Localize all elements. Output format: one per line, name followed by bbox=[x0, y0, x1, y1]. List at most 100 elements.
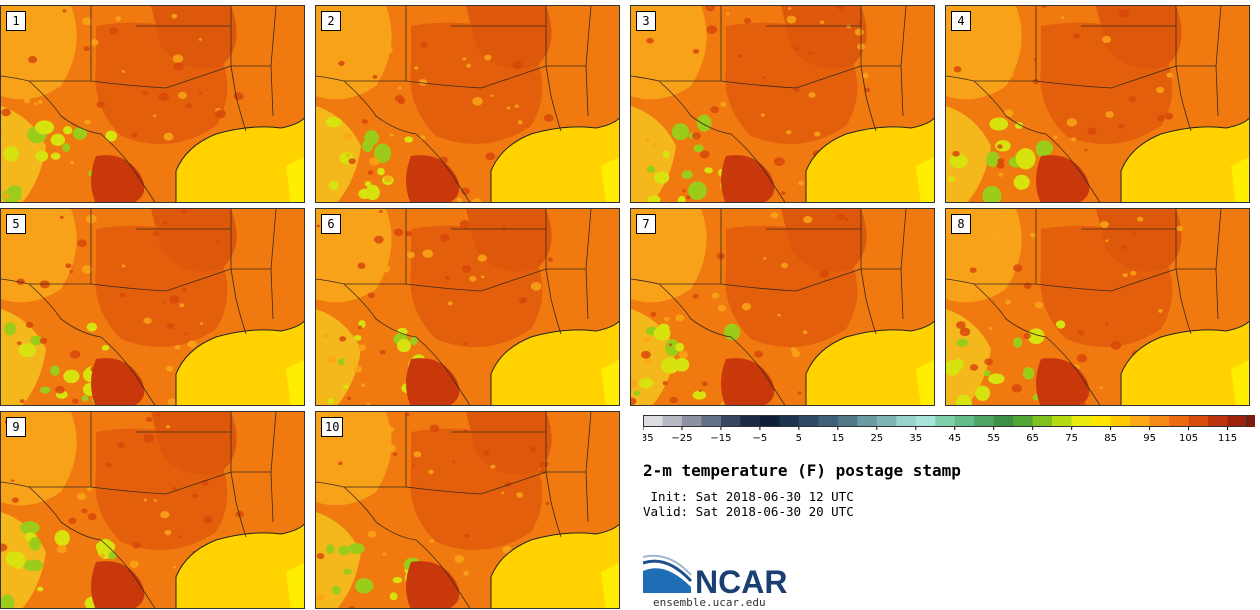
terrain-cell bbox=[35, 120, 54, 135]
colorbar-bin bbox=[1130, 415, 1150, 427]
speckle bbox=[998, 172, 1004, 177]
colorbar-bin bbox=[1149, 415, 1170, 427]
terrain-cell bbox=[11, 552, 26, 569]
country-border bbox=[1, 278, 30, 285]
speckle bbox=[967, 238, 974, 244]
speckle bbox=[997, 158, 1005, 164]
speckle bbox=[422, 249, 434, 258]
speckle bbox=[699, 150, 710, 159]
colorbar-tick-label: 115 bbox=[1218, 433, 1237, 444]
speckle bbox=[386, 444, 396, 453]
member-map-5: 5 bbox=[0, 208, 305, 406]
speckle bbox=[1013, 264, 1023, 272]
country-border bbox=[631, 75, 660, 82]
terrain-cell bbox=[81, 394, 89, 402]
state-border bbox=[270, 268, 274, 320]
speckle bbox=[795, 46, 800, 51]
speckle bbox=[439, 233, 450, 242]
hot-region bbox=[466, 209, 552, 272]
speckle bbox=[968, 41, 979, 49]
speckle bbox=[762, 76, 766, 79]
gulf-water bbox=[1121, 321, 1249, 405]
speckle bbox=[338, 60, 345, 66]
speckle bbox=[339, 336, 347, 342]
speckle bbox=[663, 316, 670, 322]
state-border bbox=[900, 65, 904, 117]
speckle bbox=[132, 542, 141, 549]
state-border bbox=[90, 65, 232, 89]
terrain-cell bbox=[377, 167, 385, 176]
coastline bbox=[1120, 117, 1249, 202]
speckle bbox=[327, 41, 331, 45]
hot-spot bbox=[406, 358, 460, 405]
coastline bbox=[490, 523, 619, 608]
speckle bbox=[16, 341, 22, 345]
speckle bbox=[1166, 72, 1173, 78]
speckle bbox=[773, 157, 785, 167]
speckle bbox=[777, 313, 781, 317]
colorbar-bin bbox=[954, 415, 975, 427]
colorbar-tick-label: 75 bbox=[1065, 433, 1078, 444]
temperature-map-9 bbox=[1, 412, 304, 608]
speckle bbox=[998, 237, 1003, 241]
member-number-6: 6 bbox=[321, 214, 341, 234]
member-number-1: 1 bbox=[6, 11, 26, 31]
speckle bbox=[1041, 6, 1047, 9]
speckle bbox=[787, 7, 792, 10]
speckle bbox=[953, 66, 962, 73]
speckle bbox=[192, 493, 198, 499]
speckle bbox=[484, 54, 492, 61]
speckle bbox=[24, 98, 31, 104]
speckle bbox=[1130, 270, 1137, 276]
speckle bbox=[1053, 135, 1058, 139]
speckle bbox=[814, 131, 821, 137]
state-border bbox=[585, 471, 589, 523]
terrain-cell bbox=[62, 143, 71, 152]
speckle bbox=[405, 230, 412, 237]
gulf-water bbox=[491, 118, 619, 202]
speckle bbox=[685, 195, 691, 200]
speckle bbox=[790, 347, 797, 353]
speckle bbox=[956, 321, 966, 329]
speckle bbox=[146, 416, 153, 423]
colorbar-bin bbox=[643, 415, 663, 427]
terrain-cell bbox=[105, 130, 118, 142]
speckle bbox=[16, 278, 25, 285]
speckle bbox=[202, 515, 213, 524]
state-border bbox=[1175, 209, 1222, 270]
speckle bbox=[857, 20, 862, 24]
speckle bbox=[215, 109, 227, 119]
temperature-map-2 bbox=[316, 6, 619, 202]
member-map-4: 4 bbox=[945, 5, 1250, 203]
speckle bbox=[1105, 111, 1114, 118]
terrain-cell bbox=[1, 594, 15, 608]
coastline bbox=[490, 320, 619, 405]
terrain-cell bbox=[23, 559, 44, 572]
colorbar-bin bbox=[740, 415, 761, 427]
colorbar-tick-label: 45 bbox=[948, 433, 961, 444]
hot-region bbox=[781, 209, 867, 272]
speckle bbox=[1009, 73, 1014, 77]
terrain-cell bbox=[30, 335, 44, 346]
state-border bbox=[1215, 65, 1219, 117]
terrain-cell bbox=[63, 369, 80, 384]
member-number-2: 2 bbox=[321, 11, 341, 31]
state-border bbox=[270, 65, 274, 117]
terrain-cell bbox=[353, 334, 362, 341]
colorbar-bin bbox=[1110, 415, 1131, 427]
speckle bbox=[456, 197, 463, 202]
speckle bbox=[348, 606, 356, 608]
terrain-cell bbox=[361, 139, 374, 152]
hot-spot bbox=[1036, 358, 1090, 405]
speckle bbox=[705, 6, 716, 12]
terrain-cell bbox=[343, 568, 352, 575]
terrain-cell bbox=[681, 170, 693, 180]
speckle bbox=[530, 282, 542, 291]
member-number-10: 10 bbox=[321, 417, 344, 437]
speckle bbox=[2, 193, 10, 199]
temperature-map-5 bbox=[1, 209, 304, 405]
speckle bbox=[1060, 16, 1065, 19]
hot-spot bbox=[406, 155, 460, 202]
speckle bbox=[490, 94, 494, 97]
speckle bbox=[69, 270, 74, 274]
